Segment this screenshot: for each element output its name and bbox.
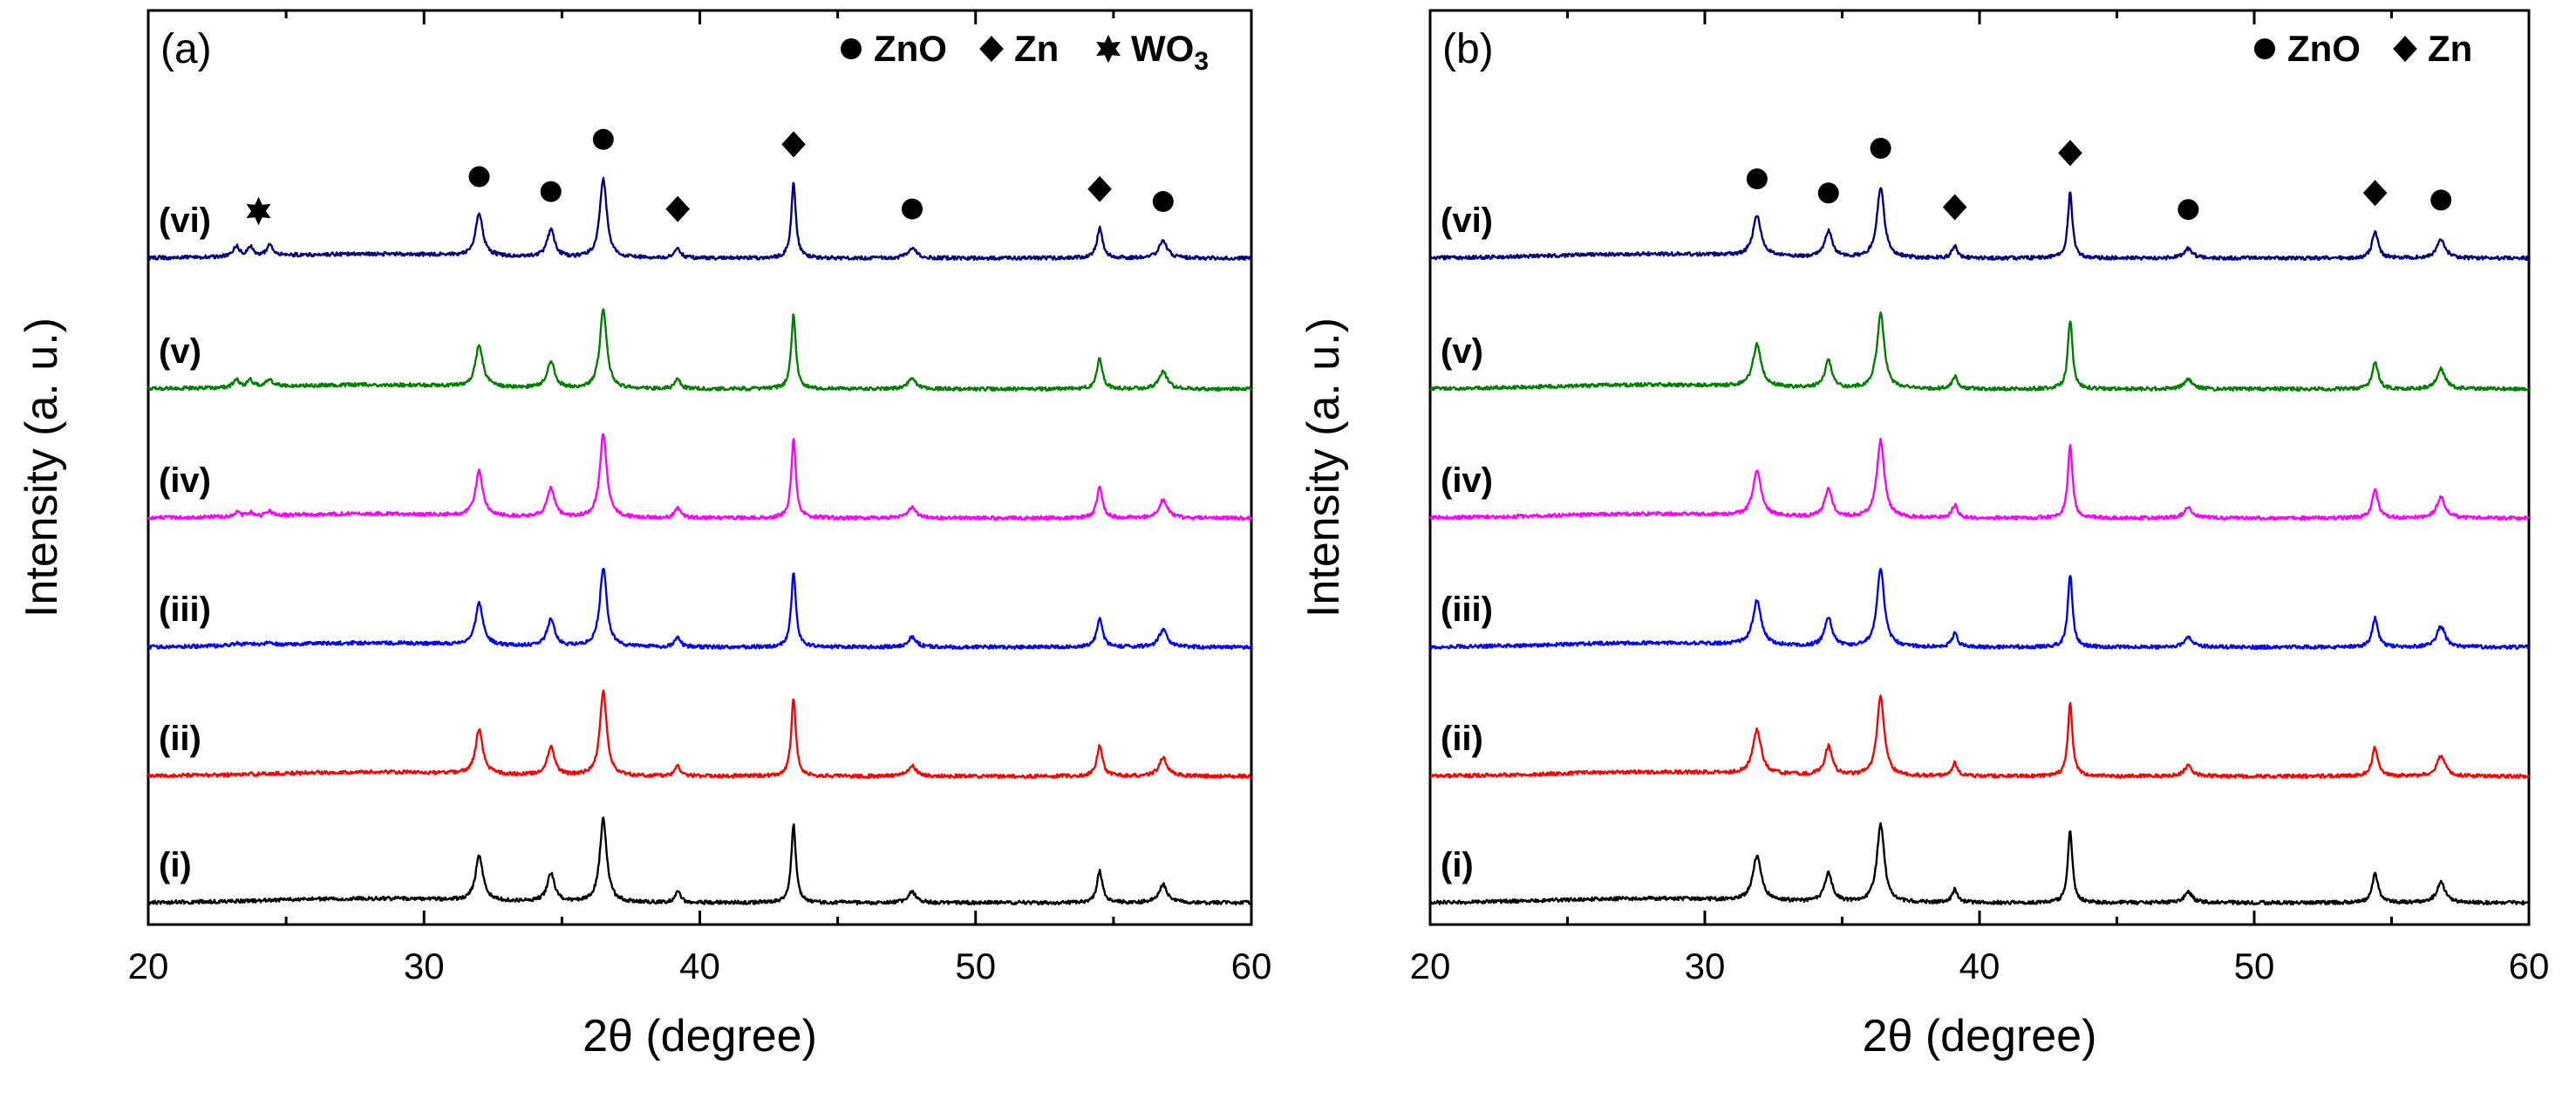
trace-label: (iv) [1441,461,1493,500]
x-axis-title: 2θ (degree) [1863,1011,2097,1061]
x-tick-label: 20 [128,945,169,986]
legend-label: ZnO [874,28,947,69]
legend-circle-marker [841,38,862,59]
peak-circle-marker [1152,191,1174,213]
legend-label: Zn [1014,28,1059,69]
trace-label: (ii) [159,720,201,758]
peak-diamond-marker [2362,180,2388,207]
peak-diamond-marker [1087,175,1112,202]
x-tick-label: 60 [2509,945,2550,986]
legend-label: Zn [2428,28,2472,69]
trace-i [147,816,1252,906]
legend-diamond-marker [979,36,1004,62]
panel-label: (a) [160,26,212,72]
peak-circle-marker [2177,199,2199,221]
trace-label: (iii) [1441,590,1493,629]
trace-v [1429,311,2530,392]
trace-label: (i) [159,846,192,884]
trace-label: (i) [1441,846,1474,884]
trace-label: (v) [159,332,201,371]
legend-star-marker [1096,34,1121,64]
peak-circle-marker [468,166,490,188]
trace-label: (iii) [159,590,211,629]
trace-vi [1428,187,2530,262]
peak-diamond-marker [1942,194,1967,221]
legend-item: Zn [979,28,1059,69]
x-tick-label: 50 [955,945,996,986]
trace-vi [147,176,1252,262]
trace-ii [147,689,1252,780]
trace-label: (ii) [1441,720,1483,758]
plot-frame [1428,9,2531,926]
peak-diamond-marker [2058,140,2082,167]
peak-circle-marker [902,198,923,220]
trace-ii [1429,694,2531,780]
peak-circle-marker [2430,189,2452,211]
trace-i [1429,822,2530,906]
panel-label: (b) [1442,26,1494,72]
legend-item: Zn [2393,28,2472,69]
x-tick-label: 50 [2234,945,2275,986]
trace-iv [1429,437,2530,522]
legend-item: ZnO [2254,28,2361,69]
panel-a: 20 30 40 50 60 2θ (degree) Intensity (a. u.) (a… [17,9,1272,1061]
trace-iii [1428,568,2531,651]
legend-item: WO3 [1096,28,1209,76]
peak-diamond-marker [665,195,690,222]
legend-label: WO3 [1131,28,1209,76]
x-tick-label: 30 [1685,945,1726,986]
peak-circle-marker [1817,182,1839,204]
legend-label-subscript: 3 [1194,47,1209,76]
legend-label: ZnO [2287,28,2361,69]
x-tick-label: 40 [1959,945,2000,986]
legend-circle-marker [2254,38,2275,59]
peak-circle-marker [592,128,614,150]
x-tick-label: 30 [404,945,445,986]
peak-circle-marker [540,181,562,202]
y-axis-title: Intensity (a. u.) [1298,317,1349,618]
peak-star-marker [246,196,271,226]
peak-circle-marker [1746,168,1768,190]
trace-label: (v) [1441,332,1483,371]
plot-frame [147,9,1253,926]
y-axis-title: Intensity (a. u.) [17,317,67,618]
peak-circle-marker [1870,138,1891,159]
legend-diamond-marker [2393,36,2417,62]
panel-b: 20 30 40 50 60 2θ (degree) Intensity (a. u.) (b… [1298,9,2550,1061]
trace-label: (vi) [1441,201,1493,240]
trace-label: (vi) [159,201,211,240]
legend-item: ZnO [841,28,947,69]
trace-iii [147,567,1253,651]
trace-iv [147,433,1253,522]
x-tick-label: 60 [1231,945,1272,986]
x-tick-label: 40 [679,945,720,986]
x-axis-title: 2θ (degree) [583,1011,817,1061]
x-tick-label: 20 [1410,945,1451,986]
trace-label: (iv) [159,461,211,500]
trace-v [147,308,1253,392]
peak-diamond-marker [781,131,806,158]
